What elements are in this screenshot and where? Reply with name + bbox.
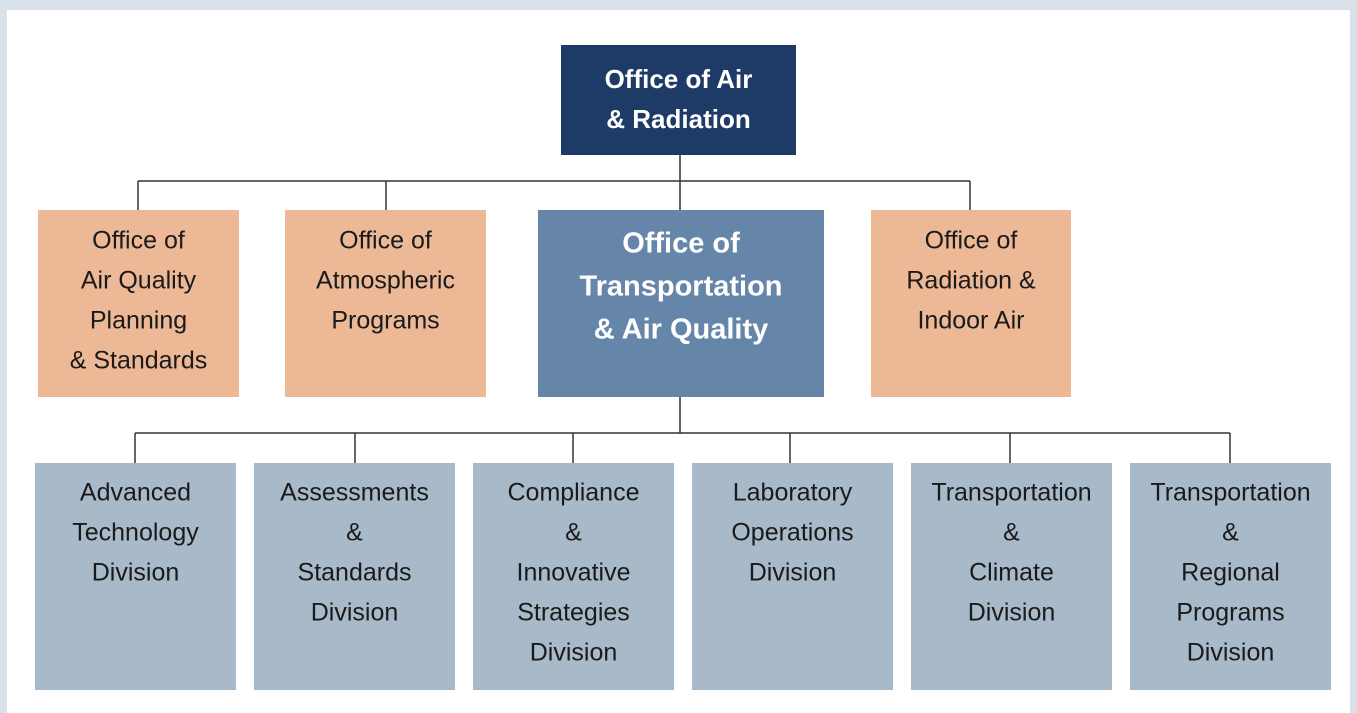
- org-box: [871, 210, 1071, 397]
- box-label: Division: [968, 599, 1056, 627]
- box-label: Division: [311, 599, 399, 627]
- org-box: [254, 463, 455, 690]
- box-label: Regional: [1181, 559, 1280, 587]
- box-label: Office of Air: [605, 64, 753, 94]
- org-box: [1130, 463, 1331, 690]
- org-box: [473, 463, 674, 690]
- box-label: Programs: [1176, 599, 1284, 627]
- box-label: Indoor Air: [917, 307, 1024, 335]
- box-label: &: [346, 519, 363, 547]
- box-label: Atmospheric: [316, 267, 455, 295]
- box-label: Division: [530, 639, 618, 667]
- box-label: Strategies: [517, 599, 630, 627]
- box-label: &: [1222, 519, 1239, 547]
- connectors: [134, 155, 1231, 463]
- box-label: Programs: [331, 307, 439, 335]
- box-label: Compliance: [507, 479, 639, 507]
- org-box: [538, 210, 824, 397]
- box-label: Division: [749, 559, 837, 587]
- box-label: Innovative: [517, 559, 631, 587]
- box-label: Transportation: [931, 479, 1091, 507]
- org-box: [692, 463, 893, 690]
- box-label: &: [565, 519, 582, 547]
- box-label: Office of: [925, 227, 1018, 255]
- box-label: Technology: [72, 519, 199, 547]
- box-label: Advanced: [80, 479, 191, 507]
- org-box: [38, 210, 239, 397]
- box-label: Laboratory: [733, 479, 853, 507]
- box-label: & Radiation: [606, 104, 750, 134]
- org-box: [35, 463, 236, 690]
- box-label: Air Quality: [81, 267, 197, 295]
- box-label: &: [1003, 519, 1020, 547]
- org-box: [285, 210, 486, 397]
- box-label: Division: [1187, 639, 1275, 667]
- box-label: Office of: [339, 227, 432, 255]
- org-box: [561, 45, 796, 155]
- box-label: Radiation &: [906, 267, 1036, 295]
- box-label: Climate: [969, 559, 1054, 587]
- box-label: & Standards: [70, 347, 208, 375]
- box-label: Transportation: [1150, 479, 1310, 507]
- box-label: & Air Quality: [594, 314, 769, 346]
- org-box: [911, 463, 1112, 690]
- box-label: Division: [92, 559, 180, 587]
- box-label: Assessments: [280, 479, 429, 507]
- box-label: Operations: [731, 519, 853, 547]
- box-label: Office of: [92, 227, 185, 255]
- box-label: Office of: [622, 228, 740, 260]
- box-label: Standards: [298, 559, 412, 587]
- box-label: Planning: [90, 307, 187, 335]
- box-label: Transportation: [579, 271, 782, 303]
